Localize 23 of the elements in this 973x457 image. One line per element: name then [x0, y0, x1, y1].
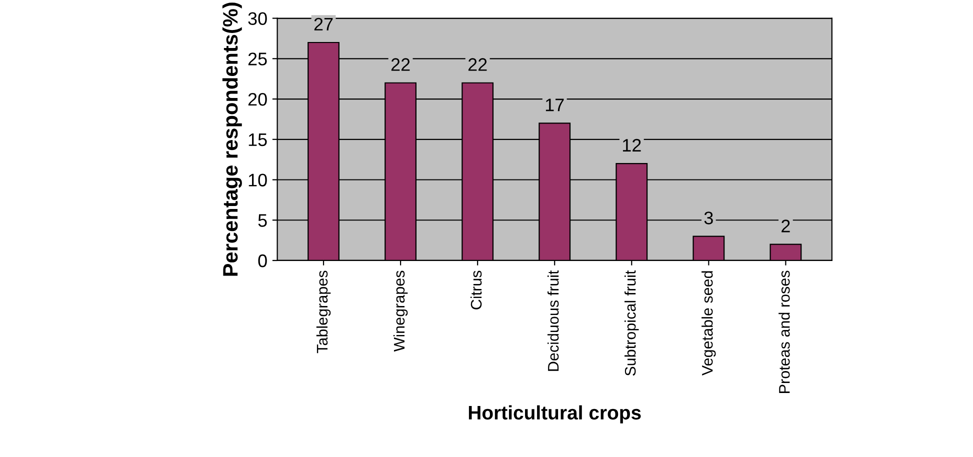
x-tick-label: Vegetable seed — [702, 271, 716, 376]
y-tick-label: 15 — [248, 134, 267, 146]
x-tick-label: Winegrapes — [393, 270, 408, 352]
data-label: 17 — [546, 98, 564, 112]
data-label: 3 — [704, 212, 713, 224]
x-tick-label: Proteas and roses — [778, 270, 790, 393]
x-tick-label: Deciduous fruit — [547, 270, 559, 371]
data-label: 22 — [391, 58, 410, 71]
data-label: 2 — [782, 220, 790, 232]
y-tick-label: 0 — [258, 254, 267, 268]
x-tick-label: Tablegrapes — [316, 270, 331, 354]
x-axis-title: Horticultural crops — [468, 405, 641, 424]
data-label: 27 — [314, 18, 333, 30]
y-tick-label: 10 — [248, 174, 267, 186]
y-tick-label: 30 — [248, 12, 267, 25]
y-tick-label: 25 — [248, 52, 267, 66]
y-tick-label: 5 — [258, 214, 267, 227]
y-tick-label: 20 — [248, 92, 267, 106]
y-axis-title: Percentage respondents(%) — [222, 2, 242, 276]
data-label: 22 — [468, 58, 487, 71]
x-tick-label: Subtropical fruit — [624, 270, 639, 376]
x-tick-label: Citrus — [470, 270, 482, 310]
data-label: 12 — [622, 138, 641, 152]
